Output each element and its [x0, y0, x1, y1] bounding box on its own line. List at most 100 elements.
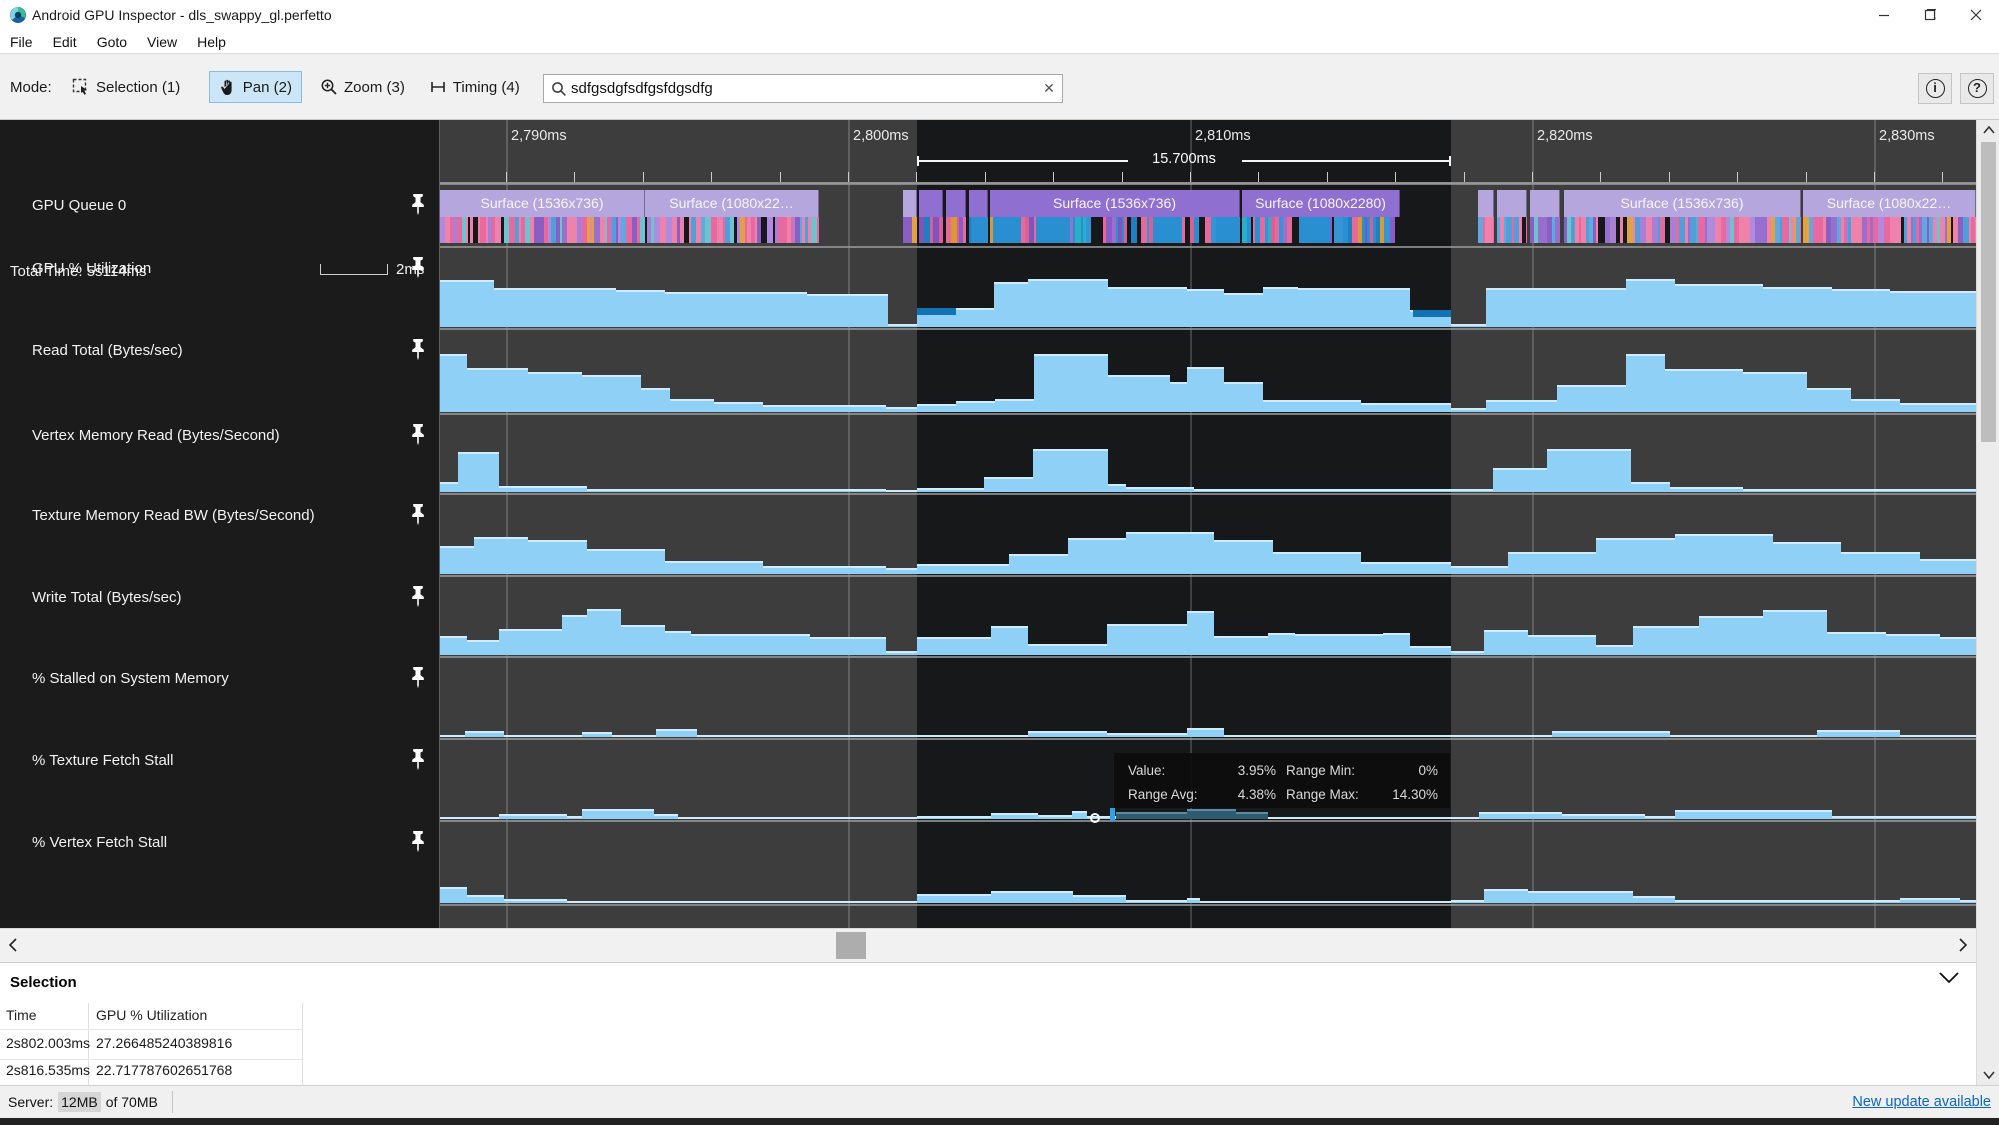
- collapse-chevron-icon[interactable]: [1938, 971, 1960, 985]
- stripe: [689, 217, 691, 243]
- stripe: [478, 217, 480, 243]
- scroll-left-icon[interactable]: [7, 937, 19, 953]
- mode-button-pan[interactable]: Pan (2): [208, 71, 302, 103]
- pin-icon[interactable]: [408, 193, 428, 222]
- pin-icon[interactable]: [408, 503, 428, 532]
- menu-item-help[interactable]: Help: [197, 33, 226, 50]
- pin-icon[interactable]: [408, 585, 428, 614]
- chart-segment: [465, 730, 504, 737]
- chart-segment: [587, 608, 621, 655]
- horizontal-scrollbar[interactable]: [0, 928, 1976, 962]
- stripe: [1348, 217, 1352, 243]
- selection-panel: Selection Time GPU % Utilization 2s802.003…: [0, 962, 1976, 1085]
- chart-segment: [1194, 488, 1451, 492]
- chart-segment: [917, 563, 1009, 574]
- stripe: [1478, 217, 1483, 243]
- search-clear-icon[interactable]: ✕: [1043, 80, 1055, 96]
- menu-item-goto[interactable]: Goto: [96, 33, 128, 50]
- chart-segment: [1596, 644, 1633, 655]
- minor-tick: [642, 172, 644, 182]
- stripe: [1593, 217, 1596, 243]
- stripe: [525, 217, 527, 243]
- vertical-scrollbar[interactable]: [1976, 120, 1999, 1085]
- stripe: [1780, 217, 1782, 243]
- chart-segment: [467, 639, 499, 655]
- menu-item-view[interactable]: View: [147, 33, 178, 50]
- stripe: [1901, 217, 1904, 243]
- table-cell[interactable]: 27.266485240389816: [96, 1035, 233, 1051]
- chart-segment: [1547, 448, 1631, 492]
- chart-segment: [1528, 634, 1596, 655]
- surface-slice[interactable]: [1478, 190, 1494, 217]
- minimize-button[interactable]: [1861, 0, 1907, 30]
- chart-segment: [1841, 551, 1920, 574]
- menu-item-edit[interactable]: Edit: [52, 33, 77, 50]
- pin-icon[interactable]: [408, 423, 428, 452]
- surface-slice[interactable]: [1497, 190, 1527, 217]
- timeline-tracks[interactable]: Surface (1536x736) Surface (1080x22… Surfa…: [0, 120, 1976, 928]
- help-button[interactable]: ?: [1960, 73, 1994, 104]
- chart-segment: [1596, 537, 1675, 574]
- table-cell[interactable]: 2s802.003ms: [6, 1035, 91, 1051]
- vertical-scroll-thumb[interactable]: [1981, 142, 1996, 442]
- stripe: [1390, 217, 1395, 243]
- close-button[interactable]: [1953, 0, 1999, 30]
- info-button[interactable]: i: [1918, 73, 1952, 104]
- stripe: [1265, 217, 1268, 243]
- horizontal-scroll-thumb[interactable]: [836, 932, 866, 959]
- menu-item-file[interactable]: File: [10, 33, 33, 50]
- track-label-gpu-queue-0: GPU Queue 0: [32, 197, 127, 214]
- surface-slice[interactable]: [946, 190, 966, 217]
- surface-slice[interactable]: Surface (1536x736): [990, 190, 1240, 217]
- pin-icon[interactable]: [408, 666, 428, 695]
- stripe: [993, 217, 1021, 243]
- pin-icon[interactable]: [408, 256, 428, 285]
- scroll-right-icon[interactable]: [1957, 937, 1969, 953]
- stripe: [1705, 217, 1707, 243]
- scroll-down-icon[interactable]: [1982, 1070, 1996, 1080]
- chart-segment: [1009, 553, 1068, 574]
- surface-slice[interactable]: [1530, 190, 1560, 217]
- surface-slice[interactable]: [919, 190, 943, 217]
- pin-icon[interactable]: [408, 338, 428, 367]
- table-cell[interactable]: 2s816.535ms: [6, 1062, 91, 1078]
- search-input[interactable]: [571, 80, 1036, 97]
- stripe: [1488, 217, 1493, 243]
- stripe: [1199, 217, 1205, 243]
- maximize-button[interactable]: [1907, 0, 1953, 30]
- stripe: [1726, 217, 1730, 243]
- chart-segment: [1126, 899, 1187, 903]
- pin-icon[interactable]: [408, 748, 428, 777]
- surface-slice[interactable]: [903, 190, 917, 217]
- mode-button-selection[interactable]: Selection (1): [62, 71, 190, 103]
- chart-segment: [1187, 727, 1224, 737]
- surface-slice[interactable]: Surface (1536x736): [440, 190, 645, 217]
- stripe: [775, 217, 778, 243]
- chart-segment: [1038, 814, 1072, 819]
- stripe: [1253, 217, 1255, 243]
- mode-button-zoom[interactable]: Zoom (3): [310, 71, 415, 103]
- table-cell[interactable]: 22.717787602651768: [96, 1062, 233, 1078]
- stripe: [1552, 217, 1555, 243]
- stripe: [946, 217, 951, 243]
- stripe: [1755, 217, 1761, 243]
- stripe: [1070, 217, 1073, 243]
- chart-segment: [763, 565, 886, 574]
- minimize-icon: [1879, 14, 1889, 17]
- stripe: [1658, 217, 1660, 243]
- surface-slice[interactable]: Surface (1080x22…: [1803, 190, 1976, 217]
- surface-slice[interactable]: Surface (1536x736): [1564, 190, 1801, 217]
- stripe: [1271, 217, 1275, 243]
- pin-icon[interactable]: [408, 830, 428, 859]
- surface-slice[interactable]: [969, 190, 988, 217]
- surface-slice[interactable]: Surface (1080x2280): [1242, 190, 1400, 217]
- surface-slice[interactable]: Surface (1080x22…: [645, 190, 819, 217]
- update-link[interactable]: New update available: [1852, 1094, 1991, 1110]
- stripe: [457, 217, 462, 243]
- chart-segment: [1484, 629, 1528, 655]
- chart-segment: [1187, 897, 1200, 903]
- stripe: [1676, 217, 1679, 243]
- chart-segment: [1410, 645, 1451, 655]
- mode-button-timing[interactable]: Timing (4): [419, 71, 530, 103]
- scroll-up-icon[interactable]: [1982, 125, 1996, 135]
